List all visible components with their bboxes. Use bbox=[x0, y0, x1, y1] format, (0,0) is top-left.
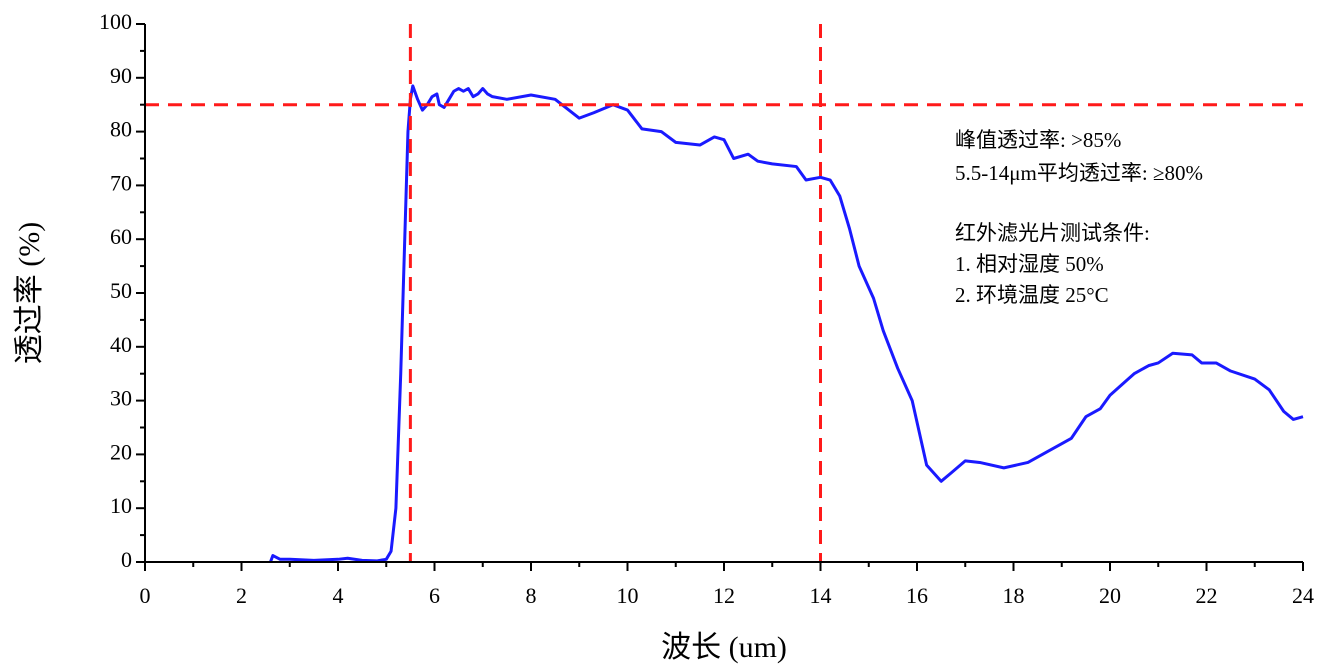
x-tick-label: 12 bbox=[713, 583, 735, 608]
x-tick-label: 24 bbox=[1292, 583, 1314, 608]
y-tick-label: 80 bbox=[110, 117, 132, 142]
x-tick-label: 10 bbox=[617, 583, 639, 608]
y-tick-label: 10 bbox=[110, 493, 132, 518]
y-tick-label: 30 bbox=[110, 386, 132, 411]
annotation: 1. 相对湿度 50% bbox=[955, 252, 1104, 276]
x-tick-label: 18 bbox=[1003, 583, 1025, 608]
x-tick-label: 0 bbox=[140, 583, 151, 608]
x-tick-label: 8 bbox=[526, 583, 537, 608]
y-tick-label: 0 bbox=[121, 547, 132, 572]
annotation: 2. 环境温度 25°C bbox=[955, 283, 1109, 307]
data-line bbox=[269, 84, 1304, 563]
annotation: 5.5-14μm平均透过率: ≥80% bbox=[955, 161, 1203, 185]
x-axis-title: 波长 (um) bbox=[661, 631, 787, 664]
annotation: 红外滤光片测试条件: bbox=[955, 221, 1150, 245]
y-tick-label: 40 bbox=[110, 332, 132, 357]
x-tick-label: 20 bbox=[1099, 583, 1121, 608]
x-tick-label: 14 bbox=[810, 583, 832, 608]
y-tick-label: 20 bbox=[110, 439, 132, 464]
x-tick-label: 22 bbox=[1196, 583, 1218, 608]
x-tick-label: 2 bbox=[236, 583, 247, 608]
x-tick-label: 6 bbox=[429, 583, 440, 608]
y-tick-label: 70 bbox=[110, 170, 132, 195]
y-tick-label: 60 bbox=[110, 224, 132, 249]
x-tick-label: 4 bbox=[333, 583, 344, 608]
y-tick-label: 50 bbox=[110, 278, 132, 303]
y-axis-title: 透过率 (%) bbox=[13, 222, 46, 364]
x-tick-label: 16 bbox=[906, 583, 928, 608]
annotation: 峰值透过率: >85% bbox=[955, 128, 1121, 152]
y-tick-label: 100 bbox=[99, 9, 132, 34]
y-tick-label: 90 bbox=[110, 63, 132, 88]
